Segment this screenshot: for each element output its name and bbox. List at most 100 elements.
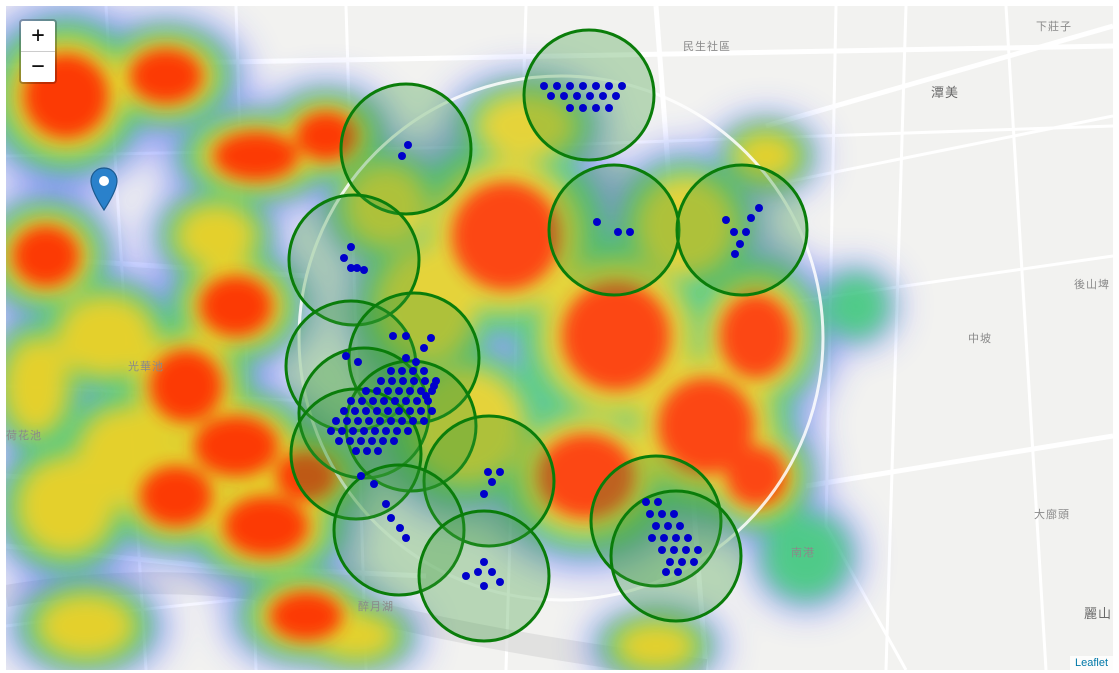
data-point [332,417,340,425]
data-point [670,546,678,554]
data-point [566,82,574,90]
data-point [553,82,561,90]
data-point [420,367,428,375]
map-marker-icon[interactable] [90,167,118,215]
data-point [579,82,587,90]
attribution: Leaflet [1069,656,1113,670]
data-point [360,427,368,435]
data-point [417,407,425,415]
data-point [398,367,406,375]
data-point [342,352,350,360]
cluster-circle [589,454,723,588]
data-point [480,582,488,590]
data-point [736,240,744,248]
cluster-circle [547,163,681,297]
data-point [365,417,373,425]
data-point [382,500,390,508]
data-point [593,218,601,226]
data-point [393,427,401,435]
data-point [395,407,403,415]
label-houshan: 後山埤 [1074,278,1110,291]
data-point [421,377,429,385]
data-point [427,334,435,342]
data-point [474,568,482,576]
zoom-control: + − [19,19,57,84]
data-point [573,92,581,100]
heat-blob [214,132,298,180]
data-point [654,498,662,506]
cluster-overlay-layer [284,28,825,643]
label-minsheng: 民生社區 [683,40,731,53]
data-point [358,397,366,405]
data-point [730,228,738,236]
data-point [674,568,682,576]
data-point [747,214,755,222]
heat-blob [130,49,202,103]
data-point [678,558,686,566]
heat-high-band [13,49,792,640]
data-point [412,358,420,366]
data-point [560,92,568,100]
heat-blob [452,182,560,290]
data-point [731,250,739,258]
data-point [690,558,698,566]
data-point [384,407,392,415]
leaflet-link[interactable]: Leaflet [1074,657,1108,669]
data-point [402,397,410,405]
data-point [377,377,385,385]
data-point [646,510,654,518]
data-point [660,534,668,542]
data-point [373,407,381,415]
heat-blob [55,293,157,379]
data-point [592,104,600,112]
data-point [605,82,613,90]
data-point [417,387,425,395]
data-point [354,417,362,425]
data-point [413,397,421,405]
data-point [409,417,417,425]
data-point [387,417,395,425]
heat-blob [173,202,259,270]
data-point [406,407,414,415]
cluster-circle [417,509,551,643]
road-line [805,433,1113,489]
data-point [612,92,620,100]
data-point [368,437,376,445]
road-line [884,6,908,670]
data-point [387,514,395,522]
data-point [586,92,594,100]
data-point [658,510,666,518]
zoom-in-button[interactable]: + [21,21,55,52]
data-point [664,522,672,530]
road-line [1004,6,1048,670]
zoom-out-button[interactable]: − [31,54,45,79]
data-point [682,546,690,554]
data-point [670,510,678,518]
road-line [765,114,1113,188]
data-point [676,522,684,530]
map-container[interactable]: 民生社區 潭美 光華池 荷花池 中坡 大廍頭 下莊子 後山埤 麗山 醉月湖 南港 + − Leafl… [6,6,1113,670]
label-zhongpo: 中坡 [968,332,992,345]
data-point [592,82,600,90]
data-point [402,534,410,542]
data-point [579,104,587,112]
data-point [354,358,362,366]
data-point [389,332,397,340]
data-point [384,387,392,395]
data-point [547,92,555,100]
data-point [496,578,504,586]
data-point [353,264,361,272]
data-point [402,354,410,362]
data-point [422,392,430,400]
data-point [346,437,354,445]
data-point [380,397,388,405]
data-point [658,546,666,554]
data-point [420,417,428,425]
data-point [376,417,384,425]
data-point [404,141,412,149]
data-point [648,534,656,542]
heat-blob [35,592,137,660]
data-point [642,498,650,506]
data-point [480,558,488,566]
data-point [370,480,378,488]
